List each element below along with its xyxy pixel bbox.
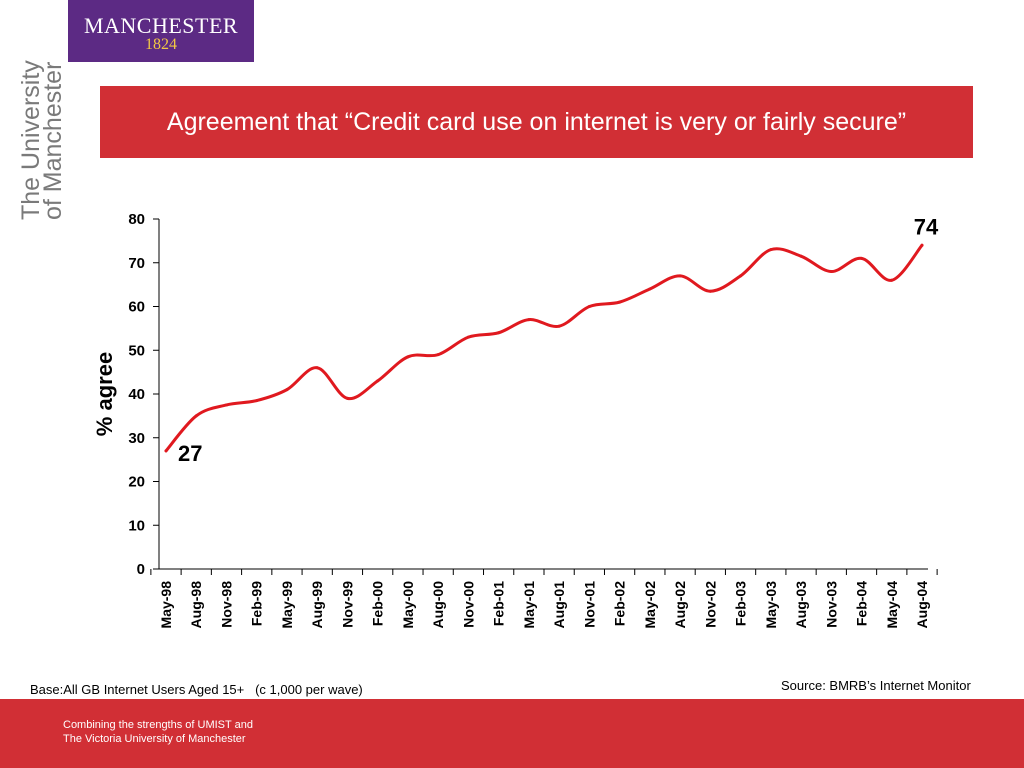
x-tick-label: Feb-01 xyxy=(491,581,507,626)
x-tick-label: Feb-02 xyxy=(612,581,628,626)
data-point xyxy=(708,289,712,293)
footer-line1: Combining the strengths of UMIST and xyxy=(63,719,253,731)
x-tick-label: Aug-00 xyxy=(430,581,446,629)
data-point xyxy=(648,287,652,291)
data-point xyxy=(315,366,319,370)
data-point xyxy=(618,300,622,304)
data-point xyxy=(587,305,591,308)
annotation-start-value: 27 xyxy=(178,441,202,466)
y-tick-label: 40 xyxy=(128,386,145,403)
data-point xyxy=(890,278,894,282)
x-tick-label: Aug-98 xyxy=(188,581,204,629)
x-tick-label: May-00 xyxy=(400,581,416,629)
series-line-agree xyxy=(164,243,924,453)
data-point xyxy=(285,388,289,392)
data-point xyxy=(557,324,561,328)
slide-title: Agreement that “Credit card use on inter… xyxy=(166,108,907,136)
line-chart: 0 10 20 30 40 50 60 70 80 May-98 Aug-98 Nov-98 Feb-9… xyxy=(92,211,939,629)
data-point xyxy=(255,399,259,403)
y-tick-label: 70 xyxy=(128,255,145,272)
data-point xyxy=(799,254,803,258)
data-point xyxy=(194,414,198,418)
x-tick-label: Aug-04 xyxy=(914,581,930,629)
data-point xyxy=(497,331,501,335)
title-banner: Agreement that “Credit card use on inter… xyxy=(100,86,973,158)
y-tick-label: 20 xyxy=(128,474,145,491)
data-point xyxy=(164,449,168,453)
x-tick-label: May-99 xyxy=(279,581,295,629)
logo-year: 1824 xyxy=(145,36,177,53)
annotation-end-value: 74 xyxy=(914,214,939,239)
x-tick-label: Aug-99 xyxy=(309,581,325,629)
data-point xyxy=(860,256,864,260)
x-tick-label: May-02 xyxy=(642,581,658,629)
x-tick-label: May-01 xyxy=(521,581,537,629)
data-point xyxy=(436,353,440,357)
logo-wordmark: MANCHESTER xyxy=(83,13,239,38)
data-point xyxy=(406,355,410,359)
y-tick-label: 30 xyxy=(128,430,145,447)
x-tick-label: Aug-01 xyxy=(551,581,567,629)
data-point xyxy=(345,396,349,400)
source-note: Source: BMRB’s Internet Monitor xyxy=(781,678,971,693)
x-tick-label: Nov-00 xyxy=(460,581,476,628)
x-tick-label: May-03 xyxy=(763,581,779,629)
x-tick-label: Feb-04 xyxy=(854,581,870,626)
x-tick-label: Aug-03 xyxy=(793,581,809,629)
x-tick-label: Nov-03 xyxy=(823,581,839,628)
data-point xyxy=(769,248,773,252)
x-tick-label: Nov-01 xyxy=(581,581,597,628)
x-tick-label: Nov-99 xyxy=(339,581,355,628)
footer-bar: Combining the strengths of UMIST and The… xyxy=(0,699,1024,768)
data-point xyxy=(376,379,380,383)
data-point xyxy=(739,274,743,278)
y-tick-label: 60 xyxy=(128,299,145,316)
x-tick-label: May-04 xyxy=(884,581,900,629)
footer-line2: The Victoria University of Manchester xyxy=(63,733,246,745)
data-point xyxy=(829,270,833,273)
x-tick-label: Aug-02 xyxy=(672,581,688,629)
data-point xyxy=(466,335,470,339)
university-logo: MANCHESTER 1824 xyxy=(68,0,254,62)
x-tick-label: Nov-02 xyxy=(702,581,718,628)
data-point xyxy=(920,243,924,247)
x-tick-label: Feb-03 xyxy=(733,581,749,626)
data-point xyxy=(527,318,531,322)
x-tick-label: Nov-98 xyxy=(218,581,234,628)
y-axis-title: % agree xyxy=(92,352,117,436)
data-point xyxy=(224,403,228,407)
x-tick-label: May-98 xyxy=(158,581,174,629)
x-tick-label: Feb-00 xyxy=(370,581,386,626)
y-tick-label: 10 xyxy=(128,517,145,534)
x-tick-label: Feb-99 xyxy=(249,581,265,626)
y-tick-label: 80 xyxy=(128,211,145,228)
y-tick-label: 50 xyxy=(128,342,145,359)
y-tick-label: 0 xyxy=(137,561,145,578)
data-point xyxy=(678,274,682,278)
base-note: Base:All GB Internet Users Aged 15+ (c 1… xyxy=(30,682,363,697)
